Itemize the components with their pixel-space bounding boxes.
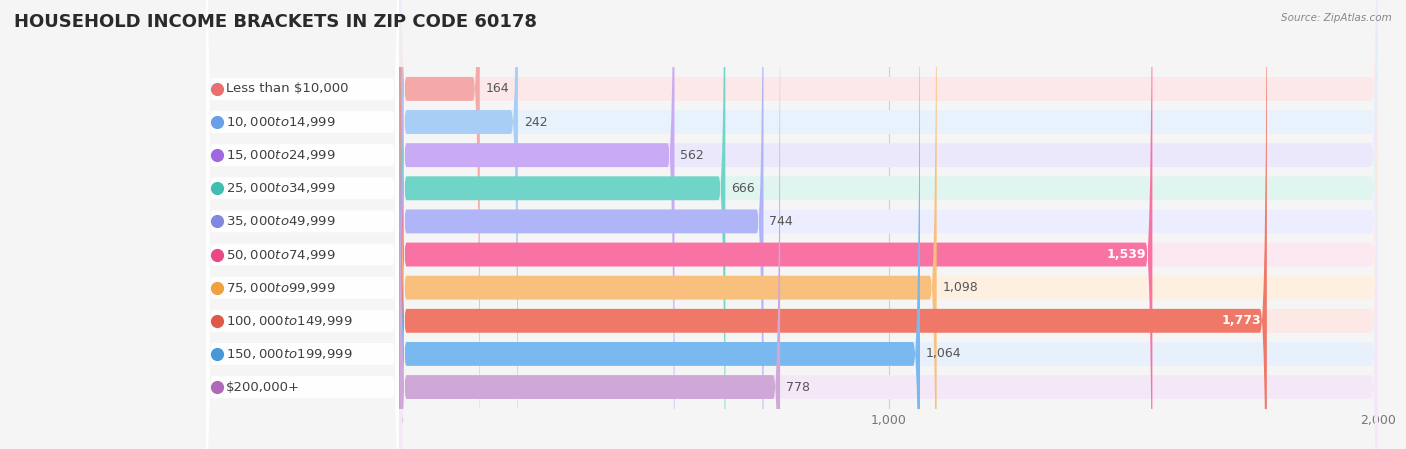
Text: $15,000 to $24,999: $15,000 to $24,999 xyxy=(226,148,336,162)
FancyBboxPatch shape xyxy=(399,0,1378,449)
FancyBboxPatch shape xyxy=(399,0,1153,449)
FancyBboxPatch shape xyxy=(399,0,479,449)
FancyBboxPatch shape xyxy=(207,0,398,449)
Text: Source: ZipAtlas.com: Source: ZipAtlas.com xyxy=(1281,13,1392,23)
Text: $25,000 to $34,999: $25,000 to $34,999 xyxy=(226,181,336,195)
FancyBboxPatch shape xyxy=(399,0,1378,449)
Text: $150,000 to $199,999: $150,000 to $199,999 xyxy=(226,347,353,361)
Text: Less than $10,000: Less than $10,000 xyxy=(226,82,349,95)
Text: 242: 242 xyxy=(524,115,547,128)
FancyBboxPatch shape xyxy=(207,0,398,449)
FancyBboxPatch shape xyxy=(207,0,398,449)
Text: 744: 744 xyxy=(769,215,793,228)
Text: $200,000+: $200,000+ xyxy=(226,381,299,394)
FancyBboxPatch shape xyxy=(207,0,398,449)
Text: 562: 562 xyxy=(681,149,704,162)
FancyBboxPatch shape xyxy=(399,0,517,449)
Text: 1,773: 1,773 xyxy=(1222,314,1261,327)
FancyBboxPatch shape xyxy=(207,0,398,449)
Text: 164: 164 xyxy=(485,82,509,95)
Text: HOUSEHOLD INCOME BRACKETS IN ZIP CODE 60178: HOUSEHOLD INCOME BRACKETS IN ZIP CODE 60… xyxy=(14,13,537,31)
FancyBboxPatch shape xyxy=(207,0,398,449)
Text: $100,000 to $149,999: $100,000 to $149,999 xyxy=(226,314,353,328)
FancyBboxPatch shape xyxy=(399,0,1378,449)
Text: 1,098: 1,098 xyxy=(942,281,979,294)
FancyBboxPatch shape xyxy=(207,0,398,449)
FancyBboxPatch shape xyxy=(399,0,675,449)
Text: $50,000 to $74,999: $50,000 to $74,999 xyxy=(226,247,336,261)
Text: $35,000 to $49,999: $35,000 to $49,999 xyxy=(226,215,336,229)
FancyBboxPatch shape xyxy=(399,0,763,449)
Text: $75,000 to $99,999: $75,000 to $99,999 xyxy=(226,281,336,295)
FancyBboxPatch shape xyxy=(399,0,936,449)
FancyBboxPatch shape xyxy=(207,0,398,449)
FancyBboxPatch shape xyxy=(207,0,398,449)
FancyBboxPatch shape xyxy=(399,0,1378,449)
FancyBboxPatch shape xyxy=(399,0,780,449)
Text: 778: 778 xyxy=(786,381,810,394)
FancyBboxPatch shape xyxy=(399,0,1378,449)
Text: 1,539: 1,539 xyxy=(1107,248,1146,261)
Text: $10,000 to $14,999: $10,000 to $14,999 xyxy=(226,115,336,129)
FancyBboxPatch shape xyxy=(399,0,1267,449)
FancyBboxPatch shape xyxy=(399,0,1378,449)
FancyBboxPatch shape xyxy=(399,0,1378,449)
FancyBboxPatch shape xyxy=(399,0,1378,449)
FancyBboxPatch shape xyxy=(399,0,920,449)
FancyBboxPatch shape xyxy=(399,0,1378,449)
Text: 1,064: 1,064 xyxy=(927,348,962,361)
Text: 666: 666 xyxy=(731,182,755,195)
FancyBboxPatch shape xyxy=(399,0,725,449)
FancyBboxPatch shape xyxy=(207,0,398,449)
FancyBboxPatch shape xyxy=(399,0,1378,449)
